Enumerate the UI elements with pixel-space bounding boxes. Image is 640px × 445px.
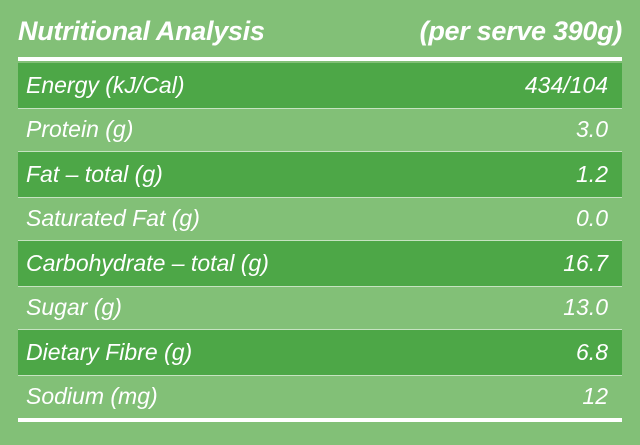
nutrition-table: Energy (kJ/Cal) 434/104 Protein (g) 3.0 … [18, 63, 622, 419]
table-row-protein: Protein (g) 3.0 [18, 107, 622, 152]
row-value: 1.2 [576, 160, 608, 187]
serving-size: (per serve 390g) [419, 15, 623, 46]
table-row-energy: Energy (kJ/Cal) 434/104 [18, 63, 622, 108]
row-value: 6.8 [576, 338, 608, 365]
row-label: Sodium (mg) [26, 383, 158, 410]
table-row-saturated-fat: Saturated Fat (g) 0.0 [18, 196, 622, 241]
row-label: Protein (g) [26, 116, 134, 143]
row-value: 3.0 [576, 116, 608, 143]
nutrition-title: Nutritional Analysis [18, 15, 265, 46]
row-label: Sugar (g) [26, 294, 122, 321]
row-label: Energy (kJ/Cal) [26, 71, 185, 98]
row-label: Dietary Fibre (g) [26, 338, 193, 365]
row-value: 16.7 [563, 249, 608, 276]
table-row-sodium: Sodium (mg) 12 [18, 374, 622, 419]
row-label: Saturated Fat (g) [26, 205, 200, 232]
top-rule [18, 57, 622, 61]
row-value: 434/104 [524, 71, 608, 98]
row-value: 13.0 [563, 294, 608, 321]
table-row-dietary-fibre: Dietary Fibre (g) 6.8 [18, 330, 622, 375]
table-row-sugar: Sugar (g) 13.0 [18, 285, 622, 330]
row-label: Fat – total (g) [26, 160, 163, 187]
nutrition-header: Nutritional Analysis (per serve 390g) [18, 8, 622, 54]
row-label: Carbohydrate – total (g) [26, 249, 269, 276]
row-value: 0.0 [576, 205, 608, 232]
table-row-carbohydrate: Carbohydrate – total (g) 16.7 [18, 241, 622, 286]
table-row-fat-total: Fat – total (g) 1.2 [18, 152, 622, 197]
bottom-rule [18, 418, 622, 422]
row-value: 12 [582, 383, 608, 410]
